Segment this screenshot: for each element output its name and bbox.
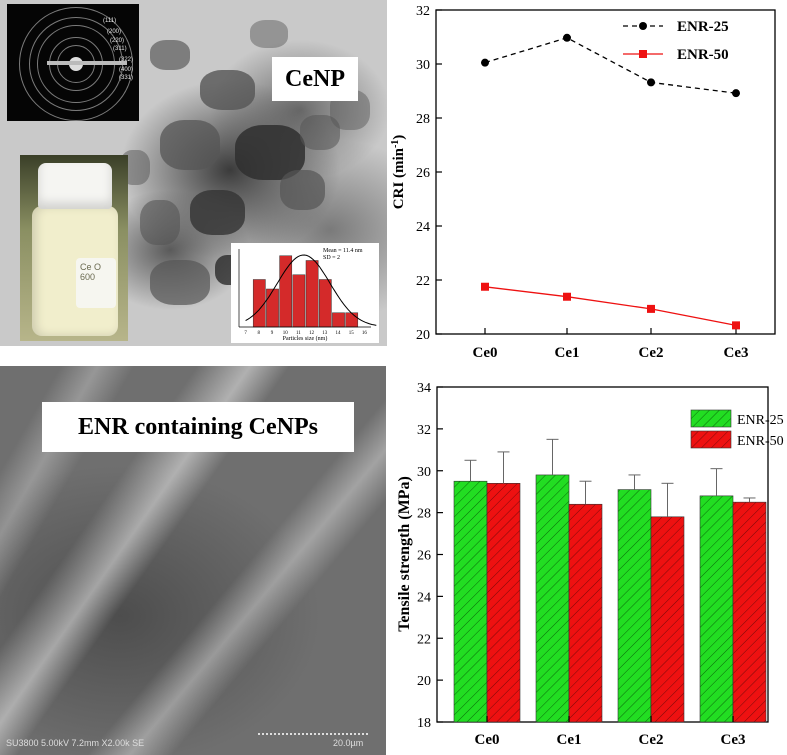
tensile-y-tick-label: 24: [417, 590, 431, 605]
particle-size-histogram: 7 8 9 10 11 12 13 14 15 16 Mean = 11.4 nm SD = 2 …: [231, 243, 379, 343]
cri-y-tick-label: 28: [416, 112, 430, 127]
tensile-bar-enr-50: [486, 483, 521, 723]
tensile-bar-enr-25: [699, 495, 734, 723]
sem-scale-bar: [258, 733, 368, 737]
tensile-x-tick-label: Ce0: [475, 732, 500, 748]
hist-bar: [345, 312, 359, 328]
tensile-legend-swatch-enr50: [690, 430, 732, 449]
tensile-legend-swatch-enr25: [690, 409, 732, 428]
tensile-x-tick-label: Ce1: [557, 732, 582, 748]
saed-label: (220): [110, 38, 125, 44]
tensile-y-tick-label: 26: [417, 549, 431, 564]
hist-bar: [279, 255, 293, 328]
tensile-bar-chart: 18 20 22 24 26 28 30 32 34 Ce0 Ce1 Ce2 Ce3 Tensile …: [396, 381, 784, 748]
tensile-bar-enr-25: [617, 489, 652, 723]
hist-bar: [318, 279, 332, 328]
cri-legend-label-enr25: ENR-25: [677, 19, 729, 35]
cri-point-enr-25: [563, 33, 571, 42]
cri-y-tick-label: 32: [416, 4, 430, 19]
cri-x-tick-label: Ce2: [639, 345, 664, 361]
saed-label: (322): [119, 57, 134, 63]
cri-x-tick-label: Ce3: [724, 345, 749, 361]
saed-pattern-image: (111) (200) (220) (311) (322) (400) (331…: [7, 4, 139, 121]
cri-y-tick-label: 24: [416, 220, 430, 235]
saed-label: (311): [113, 46, 127, 52]
hist-x-tick-label: 16: [362, 331, 368, 336]
sem-scale-text: 20.0µm: [333, 738, 364, 748]
vial-cap: [38, 163, 112, 209]
saed-label: (111): [103, 18, 117, 24]
cri-point-enr-50: [647, 304, 655, 313]
hist-x-label: Particles size (nm): [283, 335, 328, 342]
cri-series-line-enr-50: [484, 286, 737, 327]
hist-x-tick-label: 9: [271, 331, 274, 336]
sem-title: ENR containing CeNPs: [42, 402, 354, 452]
cri-legend-marker-enr50: [639, 50, 647, 58]
tensile-y-tick-label: 20: [417, 674, 431, 689]
saed-label: (200): [107, 29, 122, 35]
hist-x-tick-label: 13: [322, 331, 328, 336]
cri-point-enr-25: [647, 78, 655, 87]
hist-x-tick-label: 14: [336, 331, 342, 336]
tensile-y-tick-label: 28: [417, 507, 431, 522]
normal-fit-curve: [245, 254, 377, 326]
vial-label: Ce O 600: [76, 258, 116, 308]
saed-label: (331): [119, 75, 134, 81]
hist-x-tick-label: 8: [258, 331, 261, 336]
tensile-bar-enr-25: [535, 474, 570, 723]
tensile-y-label: Tensile strength (MPa): [396, 476, 413, 632]
hist-bar: [266, 288, 279, 328]
cri-point-enr-50: [732, 321, 740, 330]
cri-y-tick-label: 20: [416, 328, 430, 343]
hist-bar: [332, 312, 345, 328]
hist-bar: [252, 279, 266, 328]
cri-point-enr-50: [563, 292, 571, 301]
cri-y-label: CRI (min-1): [390, 135, 407, 210]
tensile-y-tick-label: 22: [417, 632, 431, 647]
cri-y-tick-label: 22: [416, 274, 430, 289]
cri-point-enr-25: [732, 89, 740, 98]
cri-y-tick-label: 30: [416, 58, 430, 73]
cri-point-enr-25: [481, 58, 489, 67]
hist-mean-annotation: Mean = 11.4 nm: [323, 248, 363, 254]
cri-legend: ENR-25 ENR-50: [623, 19, 729, 63]
tensile-legend-label-enr25: ENR-25: [737, 413, 784, 428]
tensile-bar-enr-50: [732, 501, 767, 723]
hist-bar: [292, 274, 306, 328]
hist-bar: [305, 260, 319, 328]
tensile-x-tick-label: Ce2: [639, 732, 664, 748]
sem-info-text: SU3800 5.00kV 7.2mm X2.00k SE: [6, 738, 145, 748]
cri-x-tick-label: Ce1: [555, 345, 580, 361]
tensile-y-tick-label: 18: [417, 716, 431, 731]
cri-x-tick-label: Ce0: [473, 345, 498, 361]
hist-sd-annotation: SD = 2: [323, 255, 340, 261]
hist-x-tick-label: 7: [244, 331, 247, 336]
tensile-bar-enr-50: [568, 503, 603, 723]
hist-x-tick-label: 10: [283, 331, 289, 336]
hist-x-tick-label: 11: [296, 331, 301, 336]
cri-y-tick-label: 26: [416, 166, 430, 181]
tensile-y-tick-label: 30: [417, 465, 431, 480]
tensile-legend-label-enr50: ENR-50: [737, 434, 784, 449]
hist-x-tick-label: 15: [349, 331, 355, 336]
tensile-x-tick-label: Ce3: [721, 732, 746, 748]
saed-label: (400): [119, 67, 134, 73]
cri-legend-marker-enr25: [639, 22, 647, 30]
cenp-title: CeNP: [272, 57, 358, 101]
hist-x-tick-label: 12: [309, 331, 315, 336]
tensile-legend: ENR-25 ENR-50: [690, 409, 784, 449]
tensile-bar-enr-50: [650, 516, 685, 723]
tensile-y-tick-label: 32: [417, 423, 431, 438]
cri-point-enr-50: [481, 282, 489, 291]
cri-legend-label-enr50: ENR-50: [677, 47, 729, 63]
tensile-y-tick-label: 34: [417, 381, 431, 396]
tensile-bar-enr-25: [453, 480, 488, 723]
